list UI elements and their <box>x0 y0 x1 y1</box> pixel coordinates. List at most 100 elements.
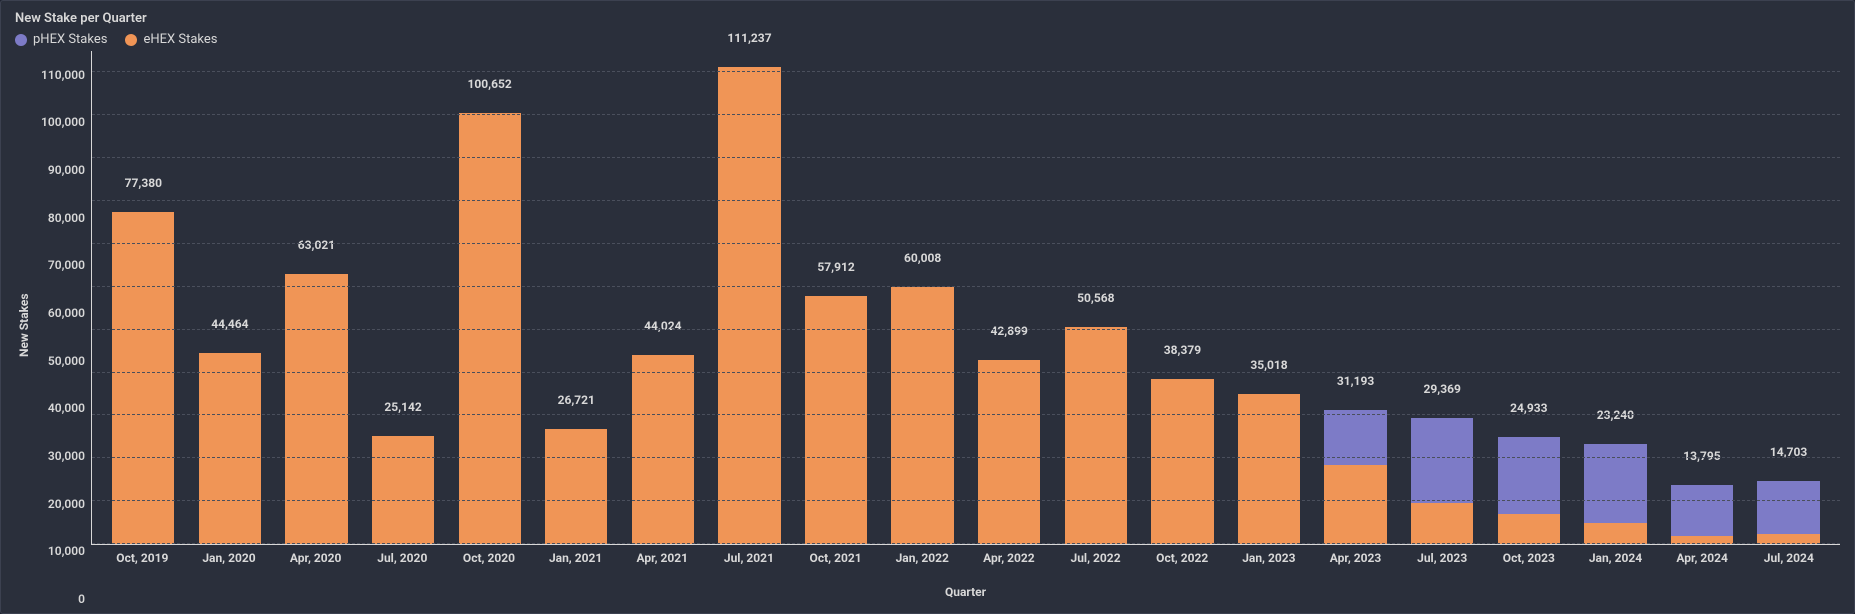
bar-slot: 100,652 <box>446 51 533 544</box>
bar-segment-ehex[interactable] <box>1584 523 1646 544</box>
x-tick: Oct, 2023 <box>1486 545 1573 585</box>
y-tick: 20,000 <box>48 497 85 511</box>
bar-segment-ehex[interactable] <box>1324 465 1386 544</box>
bar-slot: 77,380 <box>100 51 187 544</box>
x-tick: Jul, 2024 <box>1745 545 1832 585</box>
bar-total-label: 111,237 <box>727 31 771 49</box>
bar-stack[interactable] <box>632 355 694 544</box>
bar-segment-ehex[interactable] <box>1498 514 1560 544</box>
x-tick: Jan, 2023 <box>1226 545 1313 585</box>
bar-total-label: 23,240 <box>1597 408 1634 426</box>
bar-slot: 63,021 <box>273 51 360 544</box>
bar-stack[interactable] <box>1671 485 1733 544</box>
bar-slot: 60,008 <box>879 51 966 544</box>
legend-label-phex: pHEX Stakes <box>33 32 107 47</box>
grid-line <box>92 329 1840 330</box>
bar-slot: 24,933 <box>1486 51 1573 544</box>
x-tick: Jul, 2021 <box>706 545 793 585</box>
bar-segment-ehex[interactable] <box>199 353 261 544</box>
bar-slot: 23,240 <box>1572 51 1659 544</box>
legend: pHEX Stakes eHEX Stakes <box>15 32 1840 47</box>
bar-slot: 42,899 <box>966 51 1053 544</box>
y-tick: 70,000 <box>48 258 85 272</box>
bar-segment-phex[interactable] <box>1671 485 1733 536</box>
x-tick: Apr, 2023 <box>1312 545 1399 585</box>
grid-line <box>92 414 1840 415</box>
bar-segment-phex[interactable] <box>1584 444 1646 522</box>
bar-stack[interactable] <box>1498 437 1560 544</box>
x-tick: Jan, 2020 <box>186 545 273 585</box>
y-tick: 50,000 <box>48 354 85 368</box>
bar-slot: 44,464 <box>187 51 274 544</box>
x-tick: Apr, 2024 <box>1659 545 1746 585</box>
grid-line <box>92 114 1840 115</box>
bar-segment-ehex[interactable] <box>632 355 694 544</box>
bar-stack[interactable] <box>718 67 780 544</box>
y-tick: 30,000 <box>48 449 85 463</box>
x-tick: Jan, 2024 <box>1572 545 1659 585</box>
bar-total-label: 44,464 <box>211 317 248 335</box>
legend-item-phex[interactable]: pHEX Stakes <box>15 32 107 47</box>
plot-area: 77,38044,46463,02125,142100,65226,72144,… <box>91 51 1840 545</box>
bar-segment-ehex[interactable] <box>1411 503 1473 544</box>
bar-stack[interactable] <box>1757 481 1819 544</box>
grid-line <box>92 200 1840 201</box>
x-axis-label: Quarter <box>91 585 1840 599</box>
bar-stack[interactable] <box>1238 394 1300 544</box>
y-tick: 40,000 <box>48 401 85 415</box>
y-tick: 10,000 <box>48 544 85 558</box>
bar-segment-ehex[interactable] <box>978 360 1040 544</box>
y-tick: 0 <box>78 592 85 606</box>
bar-segment-ehex[interactable] <box>112 212 174 544</box>
bar-stack[interactable] <box>199 353 261 544</box>
grid-line <box>92 286 1840 287</box>
bar-slot: 31,193 <box>1312 51 1399 544</box>
swatch-ehex-icon <box>125 34 137 46</box>
chart-area: New Stakes 010,00020,00030,00040,00050,0… <box>15 51 1840 599</box>
bar-stack[interactable] <box>978 360 1040 544</box>
bar-slot: 44,024 <box>620 51 707 544</box>
bar-stack[interactable] <box>1324 410 1386 544</box>
bar-stack[interactable] <box>285 274 347 544</box>
x-tick: Apr, 2021 <box>619 545 706 585</box>
bar-stack[interactable] <box>372 436 434 544</box>
bar-segment-phex[interactable] <box>1498 437 1560 514</box>
bar-stack[interactable] <box>805 296 867 544</box>
bar-segment-ehex[interactable] <box>1065 327 1127 544</box>
bar-stack[interactable] <box>1584 444 1646 544</box>
bar-segment-phex[interactable] <box>1757 481 1819 534</box>
x-tick: Jul, 2023 <box>1399 545 1486 585</box>
y-tick: 110,000 <box>41 68 85 82</box>
x-axis: Oct, 2019Jan, 2020Apr, 2020Jul, 2020Oct,… <box>91 545 1840 585</box>
bar-segment-ehex[interactable] <box>1238 394 1300 544</box>
bar-slot: 50,568 <box>1053 51 1140 544</box>
bar-segment-ehex[interactable] <box>372 436 434 544</box>
bar-segment-ehex[interactable] <box>545 429 607 544</box>
bar-total-label: 63,021 <box>298 238 335 256</box>
bar-slot: 57,912 <box>793 51 880 544</box>
bar-segment-ehex[interactable] <box>718 67 780 544</box>
bar-stack[interactable] <box>1151 379 1213 544</box>
bar-segment-ehex[interactable] <box>1151 379 1213 544</box>
grid-line <box>92 71 1840 72</box>
legend-item-ehex[interactable]: eHEX Stakes <box>125 32 217 47</box>
bar-stack[interactable] <box>1065 327 1127 544</box>
bar-slot: 29,369 <box>1399 51 1486 544</box>
y-axis: 010,00020,00030,00040,00050,00060,00070,… <box>33 51 91 599</box>
bar-segment-ehex[interactable] <box>285 274 347 544</box>
chart-title: New Stake per Quarter <box>15 11 1840 26</box>
grid-line <box>92 543 1840 544</box>
bar-segment-ehex[interactable] <box>805 296 867 544</box>
bar-stack[interactable] <box>545 429 607 544</box>
x-tick: Oct, 2019 <box>99 545 186 585</box>
x-tick: Oct, 2021 <box>792 545 879 585</box>
bar-stack[interactable] <box>112 212 174 544</box>
grid-line <box>92 500 1840 501</box>
bar-slot: 14,703 <box>1745 51 1832 544</box>
bar-segment-phex[interactable] <box>1411 418 1473 503</box>
bar-slot: 26,721 <box>533 51 620 544</box>
x-tick: Oct, 2020 <box>446 545 533 585</box>
bar-slot: 13,795 <box>1659 51 1746 544</box>
bar-stack[interactable] <box>1411 418 1473 544</box>
bar-total-label: 42,899 <box>991 324 1028 342</box>
